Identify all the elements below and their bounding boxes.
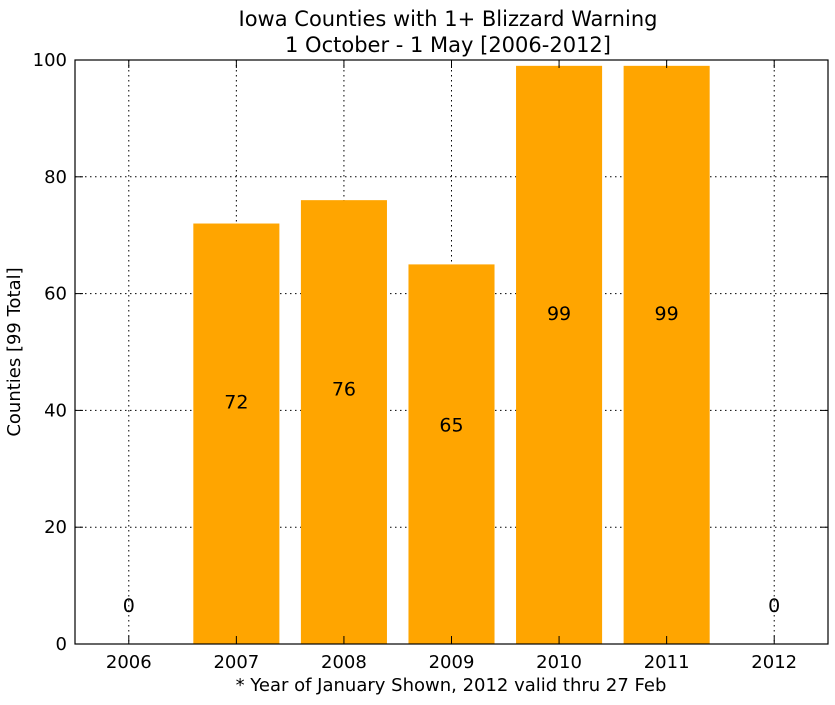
data-label-2008: 76 — [332, 378, 356, 400]
x-tick-label-2009: 2009 — [429, 652, 475, 673]
bars — [193, 65, 710, 645]
data-label-2009: 65 — [439, 414, 463, 436]
x-tick-label-2006: 2006 — [106, 652, 152, 673]
data-label-2012: 0 — [768, 595, 780, 617]
x-tick-label-2011: 2011 — [644, 652, 690, 673]
x-tick-label-2010: 2010 — [536, 652, 582, 673]
y-tick-label-0: 0 — [56, 634, 67, 655]
bar-2007 — [193, 223, 280, 644]
x-axis-label: * Year of January Shown, 2012 valid thru… — [236, 675, 667, 696]
axis-ticks: 2006 2007 2008 2009 2010 2011 2012 0 20 40 60 80 100 — [33, 50, 828, 673]
bar-2009 — [408, 264, 495, 644]
y-tick-label-20: 20 — [44, 517, 67, 538]
data-labels: 0 72 76 65 99 99 0 — [123, 303, 781, 617]
bar-2011 — [623, 65, 710, 645]
y-axis-label: Counties [99 Total] — [4, 267, 25, 436]
y-tick-label-40: 40 — [44, 400, 67, 421]
x-tick-label-2007: 2007 — [213, 652, 259, 673]
x-tick-label-2008: 2008 — [321, 652, 367, 673]
data-label-2011: 99 — [655, 303, 679, 325]
chart-title-line-1: Iowa Counties with 1+ Blizzard Warning — [239, 7, 658, 31]
bar-2008 — [300, 200, 387, 644]
chart-title-line-2: 1 October - 1 May [2006-2012] — [285, 33, 611, 57]
data-label-2007: 72 — [224, 392, 248, 414]
y-tick-label-80: 80 — [44, 167, 67, 188]
y-tick-label-100: 100 — [33, 50, 67, 71]
data-label-2010: 99 — [547, 303, 571, 325]
bar-2010 — [516, 65, 603, 645]
data-label-2006: 0 — [123, 595, 135, 617]
y-tick-label-60: 60 — [44, 284, 67, 305]
x-tick-label-2012: 2012 — [751, 652, 797, 673]
